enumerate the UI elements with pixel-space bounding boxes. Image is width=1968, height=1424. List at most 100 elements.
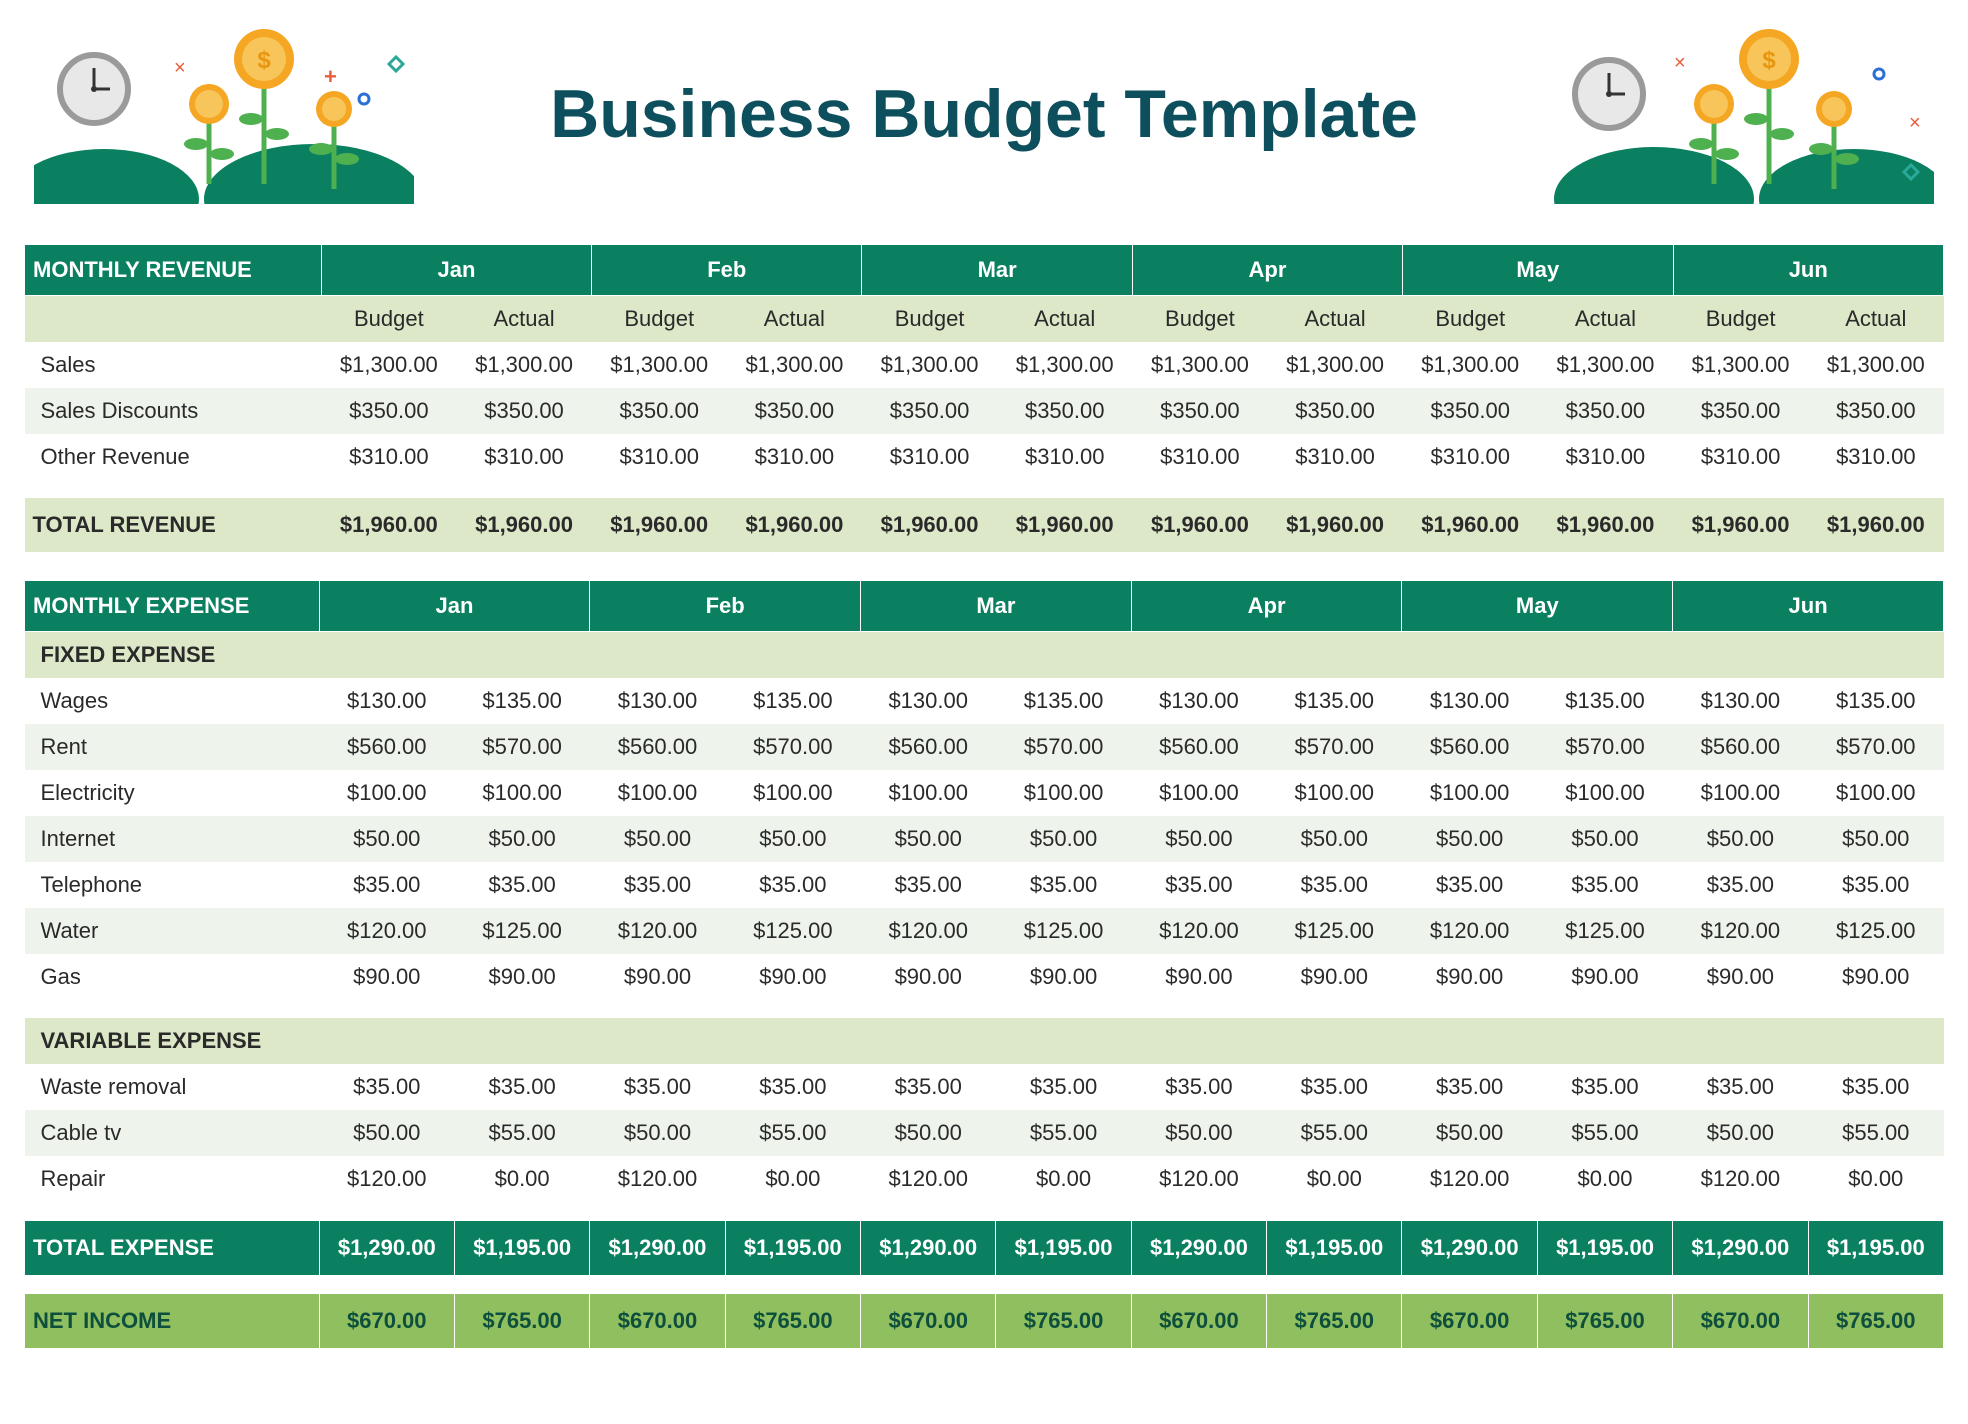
table-row: Water$120.00$125.00$120.00$125.00$120.00…: [25, 908, 1944, 954]
revenue-table: MONTHLY REVENUE Jan Feb Mar Apr May Jun …: [24, 244, 1944, 552]
cell-value: $130.00: [861, 678, 996, 724]
cell-value: $350.00: [862, 388, 997, 434]
month-header: Jan: [321, 245, 591, 296]
cell-value: $135.00: [1808, 678, 1943, 724]
cell-value: $35.00: [1808, 862, 1943, 908]
cell-value: $55.00: [1267, 1110, 1402, 1156]
cell-value: $50.00: [319, 1110, 454, 1156]
table-row: Waste removal$35.00$35.00$35.00$35.00$35…: [25, 1064, 1944, 1110]
cell-value: $120.00: [1131, 1156, 1266, 1202]
cell-value: $570.00: [1267, 724, 1402, 770]
cell-value: $50.00: [1673, 1110, 1808, 1156]
row-label: Electricity: [25, 770, 320, 816]
revenue-subheader: BudgetActual BudgetActual BudgetActual B…: [25, 296, 1944, 343]
month-header: Jan: [319, 581, 590, 632]
cell-value: $35.00: [1131, 862, 1266, 908]
table-row: Rent$560.00$570.00$560.00$570.00$560.00$…: [25, 724, 1944, 770]
cell-value: $50.00: [861, 1110, 996, 1156]
cell-value: $350.00: [1403, 388, 1538, 434]
cell-value: $50.00: [319, 816, 454, 862]
month-header: Mar: [862, 245, 1132, 296]
cell-value: $50.00: [1131, 816, 1266, 862]
month-header: May: [1403, 245, 1673, 296]
cell-value: $560.00: [319, 724, 454, 770]
row-label: Cable tv: [25, 1110, 320, 1156]
cell-value: $350.00: [1673, 388, 1808, 434]
cell-value: $125.00: [1537, 908, 1672, 954]
cell-value: $35.00: [1402, 862, 1537, 908]
cell-value: $90.00: [1537, 954, 1672, 1000]
cell-value: $50.00: [1402, 1110, 1537, 1156]
cell-value: $35.00: [725, 862, 860, 908]
svg-text:$: $: [257, 47, 271, 74]
svg-text:×: ×: [1674, 52, 1686, 74]
cell-value: $35.00: [1402, 1064, 1537, 1110]
cell-value: $0.00: [1537, 1156, 1672, 1202]
cell-value: $350.00: [727, 388, 862, 434]
cell-value: $1,300.00: [1673, 342, 1808, 388]
cell-value: $50.00: [1402, 816, 1537, 862]
cell-value: $35.00: [1267, 1064, 1402, 1110]
cell-value: $90.00: [590, 954, 725, 1000]
svg-text:×: ×: [174, 57, 186, 79]
cell-value: $350.00: [592, 388, 727, 434]
cell-value: $50.00: [590, 1110, 725, 1156]
cell-value: $35.00: [861, 862, 996, 908]
cell-value: $350.00: [456, 388, 591, 434]
cell-value: $50.00: [1267, 816, 1402, 862]
cell-value: $120.00: [590, 1156, 725, 1202]
cell-value: $570.00: [1537, 724, 1672, 770]
cell-value: $135.00: [1267, 678, 1402, 724]
cell-value: $100.00: [319, 770, 454, 816]
month-header: Jun: [1673, 245, 1944, 296]
month-header: Apr: [1131, 581, 1402, 632]
cell-value: $35.00: [319, 862, 454, 908]
cell-value: $310.00: [1808, 434, 1943, 480]
cell-value: $560.00: [1131, 724, 1266, 770]
cell-value: $50.00: [725, 816, 860, 862]
cell-value: $120.00: [861, 1156, 996, 1202]
cell-value: $50.00: [590, 816, 725, 862]
cell-value: $35.00: [319, 1064, 454, 1110]
svg-text:$: $: [1762, 47, 1776, 74]
cell-value: $310.00: [1267, 434, 1402, 480]
cell-value: $0.00: [1808, 1156, 1943, 1202]
cell-value: $120.00: [319, 1156, 454, 1202]
cell-value: $50.00: [996, 816, 1131, 862]
cell-value: $570.00: [454, 724, 589, 770]
cell-value: $120.00: [1673, 1156, 1808, 1202]
cell-value: $50.00: [861, 816, 996, 862]
cell-value: $35.00: [725, 1064, 860, 1110]
month-header: Feb: [590, 581, 861, 632]
cell-value: $125.00: [996, 908, 1131, 954]
cell-value: $1,300.00: [592, 342, 727, 388]
cell-value: $350.00: [321, 388, 456, 434]
cell-value: $120.00: [590, 908, 725, 954]
cell-value: $120.00: [1402, 1156, 1537, 1202]
cell-value: $350.00: [1808, 388, 1943, 434]
cell-value: $90.00: [1402, 954, 1537, 1000]
cell-value: $100.00: [454, 770, 589, 816]
cell-value: $90.00: [1808, 954, 1943, 1000]
cell-value: $570.00: [996, 724, 1131, 770]
table-row: Telephone$35.00$35.00$35.00$35.00$35.00$…: [25, 862, 1944, 908]
net-income-row: NET INCOME $670.00 $765.00 $670.00 $765.…: [25, 1293, 1944, 1348]
cell-value: $125.00: [1267, 908, 1402, 954]
row-label: Sales Discounts: [25, 388, 322, 434]
cell-value: $310.00: [592, 434, 727, 480]
revenue-section-label: MONTHLY REVENUE: [25, 245, 322, 296]
table-row: Sales Discounts$350.00$350.00$350.00$350…: [25, 388, 1944, 434]
cell-value: $35.00: [1131, 1064, 1266, 1110]
table-row: Cable tv$50.00$55.00$50.00$55.00$50.00$5…: [25, 1110, 1944, 1156]
table-row: Repair$120.00$0.00$120.00$0.00$120.00$0.…: [25, 1156, 1944, 1202]
cell-value: $0.00: [725, 1156, 860, 1202]
cell-value: $350.00: [1538, 388, 1673, 434]
svg-text:×: ×: [1909, 112, 1921, 134]
decoration-left: $ × +: [34, 24, 414, 204]
expense-section-header: MONTHLY EXPENSE Jan Feb Mar Apr May Jun: [25, 581, 1944, 632]
cell-value: $50.00: [1131, 1110, 1266, 1156]
expense-table: MONTHLY EXPENSE Jan Feb Mar Apr May Jun …: [24, 580, 1944, 1349]
svg-text:+: +: [324, 64, 337, 89]
fixed-expense-header: FIXED EXPENSE: [25, 632, 1944, 679]
decoration-right: $ × ×: [1554, 24, 1934, 204]
